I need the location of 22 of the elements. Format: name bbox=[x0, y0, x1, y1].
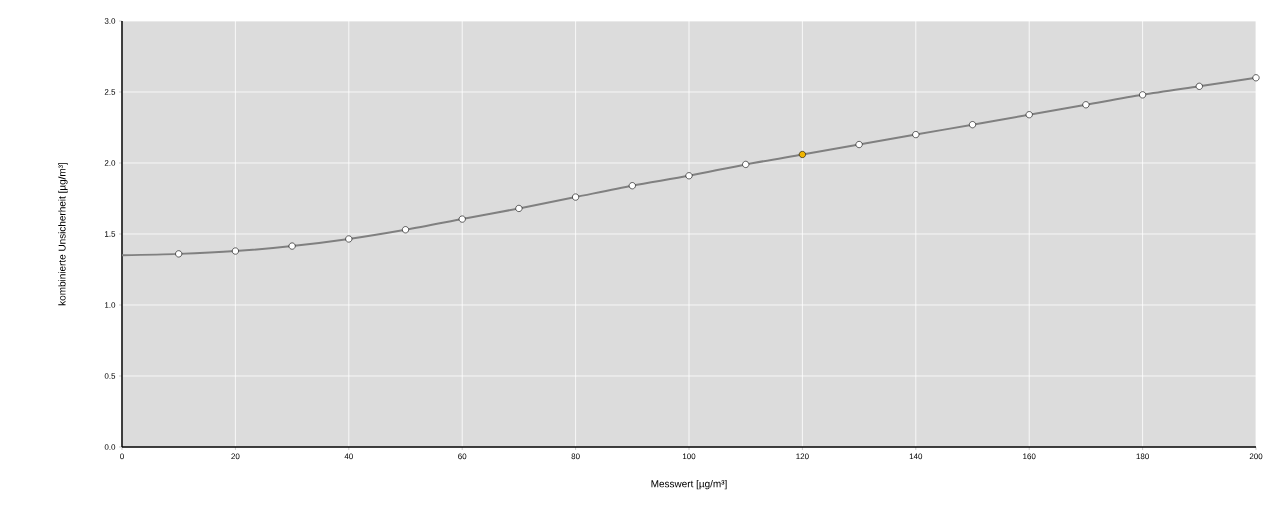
point bbox=[402, 226, 409, 234]
point bbox=[231, 247, 239, 255]
point bbox=[345, 235, 353, 243]
point bbox=[798, 150, 806, 158]
point bbox=[515, 204, 523, 212]
y-axis-title: kombinierte Unsicherheit [µg/m³] bbox=[58, 162, 68, 306]
point bbox=[742, 160, 750, 168]
point bbox=[458, 215, 466, 223]
point bbox=[572, 193, 580, 201]
point bbox=[855, 141, 863, 149]
point bbox=[685, 172, 693, 180]
point bbox=[1252, 74, 1260, 82]
point bbox=[1139, 91, 1147, 99]
point bbox=[969, 121, 976, 129]
point bbox=[1082, 101, 1090, 109]
point bbox=[912, 131, 920, 139]
point bbox=[175, 250, 183, 258]
point bbox=[1025, 111, 1033, 119]
point bbox=[288, 242, 296, 250]
point bbox=[628, 182, 636, 190]
point bbox=[1195, 82, 1203, 90]
x-axis-title: Messwert [µg/m³] bbox=[651, 479, 727, 490]
